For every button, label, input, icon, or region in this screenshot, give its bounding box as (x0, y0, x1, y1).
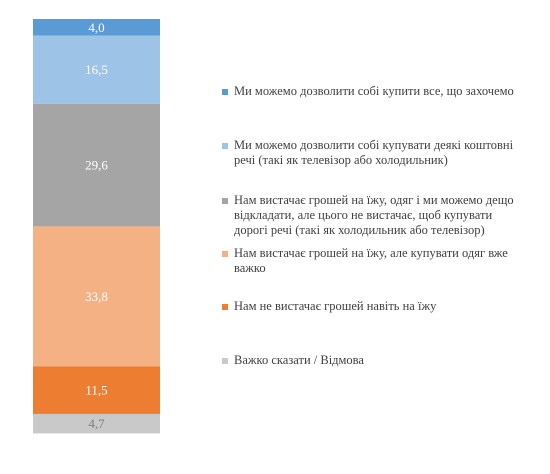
bar-segment-2 (33, 103, 160, 227)
legend-marker-refuse (222, 358, 228, 364)
data-label-4: 11,5 (85, 383, 107, 398)
legend-label-all: Ми можемо дозволити собі купити все, що … (234, 84, 514, 98)
bar-segment-4 (33, 366, 160, 414)
data-label-0: 4,0 (88, 20, 104, 35)
legend-marker-food (222, 251, 228, 257)
legend-label-food: Нам вистачає грошей на їжу, але купувати… (234, 246, 508, 275)
legend-marker-save (222, 198, 228, 204)
data-label-2: 29,6 (85, 158, 108, 173)
legend-marker-expensive (222, 143, 228, 149)
legend-label-no-food: Нам не вистачає грошей навіть на їжу (234, 299, 437, 313)
bar-segment-0 (33, 19, 160, 36)
legend-label-save: Нам вистачає грошей на їжу, одяг і ми мо… (234, 193, 514, 237)
data-label-3: 33,8 (85, 289, 108, 304)
bar-segment-1 (33, 35, 160, 104)
legend-marker-all (222, 89, 228, 95)
data-label-1: 16,5 (85, 62, 108, 77)
bar-segment-5 (33, 413, 160, 434)
legend-label-refuse: Важко сказати / Відмова (234, 353, 364, 367)
data-label-5: 4,7 (88, 416, 105, 431)
legend-marker-no-food (222, 304, 228, 310)
bar-segment-3 (33, 226, 160, 367)
legend-label-expensive: Ми можемо дозволити собі купувати деякі … (234, 138, 514, 167)
